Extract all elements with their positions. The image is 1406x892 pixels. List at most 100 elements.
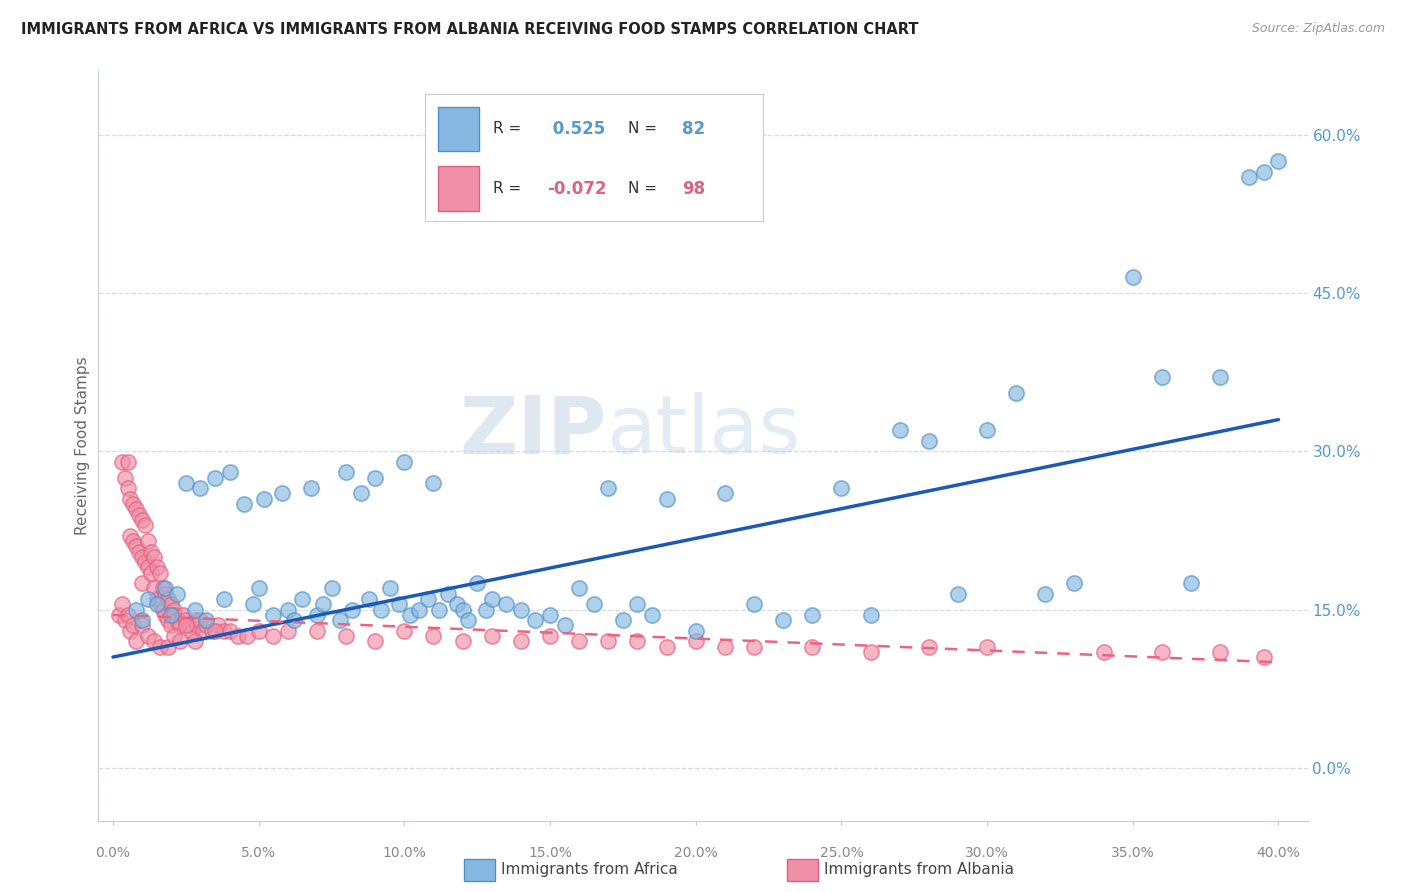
Point <box>364 470 387 484</box>
Point <box>350 486 373 500</box>
Point <box>437 587 460 601</box>
Point <box>598 481 620 495</box>
Point <box>128 544 150 558</box>
Point <box>568 634 591 648</box>
Point <box>117 455 139 469</box>
Point <box>1033 587 1056 601</box>
Point <box>117 481 139 495</box>
Point <box>125 502 148 516</box>
Point <box>742 640 765 654</box>
Point <box>136 629 159 643</box>
Point <box>946 587 969 601</box>
Point <box>976 640 998 654</box>
Point <box>122 497 145 511</box>
Point <box>125 539 148 553</box>
Point <box>120 624 142 638</box>
Point <box>247 582 270 596</box>
Point <box>233 497 256 511</box>
Point <box>1253 164 1275 178</box>
Point <box>242 597 264 611</box>
Point <box>114 470 136 484</box>
Point <box>394 624 416 638</box>
Text: 30.0%: 30.0% <box>965 846 1010 860</box>
Point <box>598 634 620 648</box>
Point <box>145 597 167 611</box>
Point <box>364 634 387 648</box>
Point <box>524 613 547 627</box>
Point <box>427 602 450 616</box>
Point <box>183 602 205 616</box>
Point <box>801 640 824 654</box>
Point <box>201 624 224 638</box>
Point <box>157 592 180 607</box>
Point <box>218 466 240 480</box>
Point <box>277 602 299 616</box>
Point <box>131 613 153 627</box>
Point <box>172 607 194 622</box>
Point <box>271 486 294 500</box>
Point <box>122 533 145 548</box>
Point <box>120 491 142 506</box>
Point <box>655 640 678 654</box>
Point <box>378 582 401 596</box>
Point <box>918 640 941 654</box>
Point <box>305 607 328 622</box>
Point <box>149 597 172 611</box>
Point <box>262 629 284 643</box>
Point <box>830 481 852 495</box>
Point <box>183 634 205 648</box>
Point <box>889 423 911 437</box>
Text: 20.0%: 20.0% <box>673 846 717 860</box>
Point <box>136 560 159 574</box>
Point <box>160 618 183 632</box>
Point <box>568 582 591 596</box>
Point <box>149 640 172 654</box>
Text: Source: ZipAtlas.com: Source: ZipAtlas.com <box>1251 22 1385 36</box>
Point <box>481 629 503 643</box>
Point <box>122 618 145 632</box>
Point <box>163 607 186 622</box>
Point <box>136 533 159 548</box>
Point <box>117 607 139 622</box>
Point <box>163 602 186 616</box>
Point <box>204 470 226 484</box>
Point <box>226 629 249 643</box>
Point <box>218 624 240 638</box>
Point <box>408 602 430 616</box>
Point <box>714 640 737 654</box>
Point <box>142 549 165 564</box>
Point <box>247 624 270 638</box>
Point <box>131 513 153 527</box>
Point <box>283 613 305 627</box>
Point <box>1180 576 1202 591</box>
Point <box>174 618 197 632</box>
Point <box>359 592 381 607</box>
Point <box>152 602 174 616</box>
Point <box>120 529 142 543</box>
Text: Immigrants from Albania: Immigrants from Albania <box>824 863 1014 877</box>
Point <box>457 613 479 627</box>
Point <box>626 634 648 648</box>
Point <box>1005 386 1028 401</box>
Point <box>139 566 162 580</box>
Point <box>312 597 335 611</box>
Point <box>236 629 259 643</box>
Point <box>538 607 561 622</box>
Point <box>134 555 156 569</box>
Point <box>183 613 205 627</box>
Point <box>509 602 531 616</box>
Point <box>134 518 156 533</box>
Point <box>186 618 208 632</box>
Point <box>742 597 765 611</box>
Point <box>859 645 882 659</box>
Point <box>204 624 226 638</box>
Point <box>538 629 561 643</box>
Text: 15.0%: 15.0% <box>529 846 572 860</box>
Point <box>1150 370 1173 384</box>
Point <box>128 508 150 522</box>
Point <box>149 566 172 580</box>
Text: 40.0%: 40.0% <box>1257 846 1301 860</box>
Point <box>335 466 357 480</box>
Text: 35.0%: 35.0% <box>1111 846 1154 860</box>
Point <box>446 597 468 611</box>
